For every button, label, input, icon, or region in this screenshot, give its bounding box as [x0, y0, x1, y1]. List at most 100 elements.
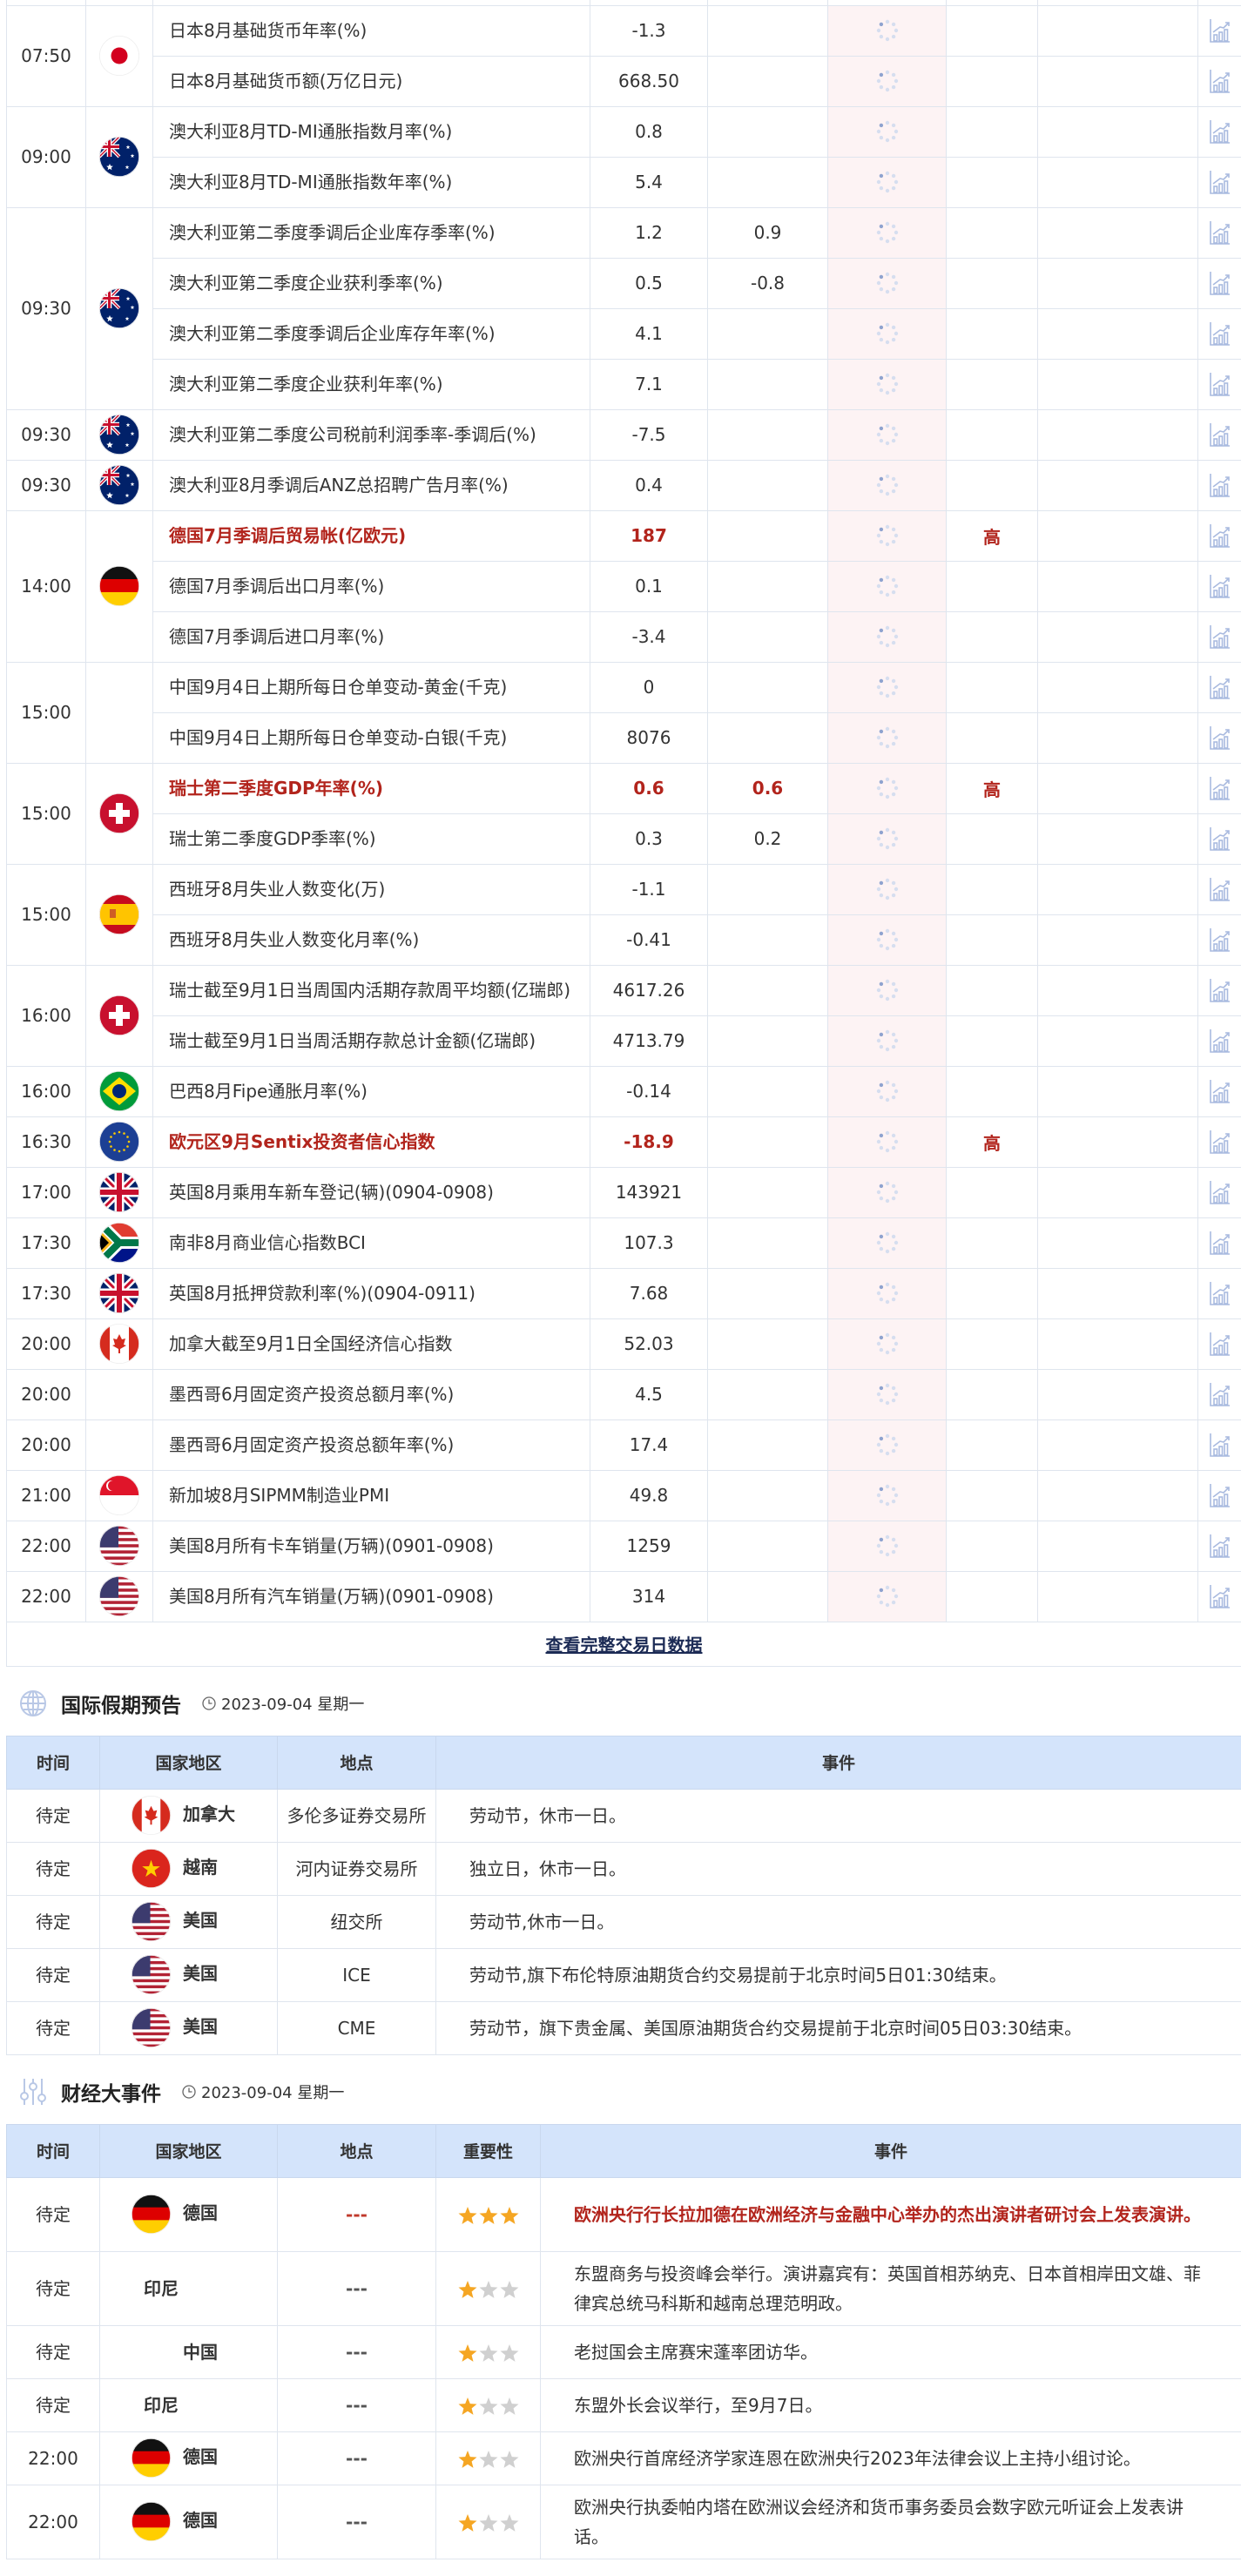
chart-button[interactable] [1197, 4, 1241, 57]
chart-button[interactable] [1197, 813, 1241, 865]
bar-chart-trend-icon[interactable] [1209, 1028, 1231, 1054]
bar-chart-trend-icon[interactable] [1209, 17, 1231, 44]
bar-chart-trend-icon[interactable] [1209, 219, 1231, 246]
chart-button[interactable] [1197, 1318, 1241, 1370]
calendar-row[interactable]: 澳大利亚8月TD-MI通胀指数年率(%) 5.4 [7, 156, 1241, 208]
calendar-row[interactable]: 17:00 英国8月乘用车新车登记(辆)(0904-0908) 143921 [6, 1166, 1241, 1218]
bar-chart-trend-icon[interactable] [1209, 674, 1231, 700]
chart-button[interactable] [1197, 307, 1241, 360]
chart-button[interactable] [1197, 257, 1241, 309]
bar-chart-trend-icon[interactable] [1209, 1381, 1231, 1407]
bar-chart-trend-icon[interactable] [1209, 118, 1231, 145]
bar-chart-trend-icon[interactable] [1209, 876, 1231, 902]
bar-chart-trend-icon[interactable] [1209, 1179, 1231, 1205]
chart-button[interactable] [1197, 964, 1241, 1016]
bar-chart-trend-icon[interactable] [1209, 270, 1231, 296]
chart-button[interactable] [1197, 1368, 1241, 1420]
view-all-link[interactable]: 查看完整交易日数据 [545, 1635, 703, 1656]
chart-button[interactable] [1197, 1217, 1241, 1269]
calendar-row[interactable]: 中国9月4日上期所每日仓单变动-白银(千克) 8076 [7, 711, 1241, 764]
bar-chart-trend-icon[interactable] [1209, 1533, 1231, 1559]
calendar-row[interactable]: 09:30 澳大利亚第二季度季调后企业库存季率(%) 1.2 0.9 [6, 206, 1241, 410]
calendar-row[interactable]: 德国7月季调后进口月率(%) -3.4 [7, 610, 1241, 663]
chart-button[interactable] [1197, 711, 1241, 764]
country-flag [85, 1419, 153, 1471]
chart-button[interactable] [1197, 206, 1241, 259]
chart-button[interactable] [1197, 1267, 1241, 1319]
calendar-row[interactable]: 16:00 巴西8月Fipe通胀月率(%) -0.14 [6, 1065, 1241, 1117]
chart-button[interactable] [1197, 1166, 1241, 1218]
bar-chart-trend-icon[interactable] [1209, 1331, 1231, 1357]
bar-chart-trend-icon[interactable] [1209, 68, 1231, 94]
bar-chart-trend-icon[interactable] [1209, 624, 1231, 650]
calendar-row[interactable]: 德国7月季调后出口月率(%) 0.1 [7, 560, 1241, 612]
calendar-row[interactable]: 20:00 加拿大截至9月1日全国经济信心指数 52.03 [6, 1318, 1241, 1370]
calendar-row[interactable]: 西班牙8月失业人数变化月率(%) -0.41 [7, 914, 1241, 966]
bar-chart-trend-icon[interactable] [1209, 320, 1231, 347]
chart-button[interactable] [1197, 1570, 1241, 1622]
chart-button[interactable] [1197, 408, 1241, 461]
chart-button[interactable] [1197, 661, 1241, 713]
bar-chart-trend-icon[interactable] [1209, 1280, 1231, 1306]
importance-stars [457, 2278, 520, 2299]
bar-chart-trend-icon[interactable] [1209, 977, 1231, 1003]
calendar-row[interactable]: 21:00 新加坡8月SIPMM制造业PMI 49.8 [6, 1469, 1241, 1521]
calendar-row[interactable]: 16:30 欧元区9月Sentix投资者信心指数 -18.9 高 [6, 1116, 1241, 1168]
chart-button[interactable] [1197, 156, 1241, 208]
chart-button[interactable] [1197, 358, 1241, 410]
calendar-row[interactable]: 15:00 瑞士第二季度GDP年率(%) 0.6 0.6 高 [6, 762, 1241, 865]
calendar-row[interactable]: 20:00 墨西哥6月固定资产投资总额月率(%) 4.5 [6, 1368, 1241, 1420]
chart-button[interactable] [1197, 105, 1241, 158]
calendar-row[interactable]: 15:00 西班牙8月失业人数变化(万) -1.1 [6, 863, 1241, 966]
chart-button[interactable] [1197, 459, 1241, 511]
bar-chart-trend-icon[interactable] [1209, 421, 1231, 448]
chart-button[interactable] [1197, 762, 1241, 814]
event-time: 待定 [6, 2377, 100, 2432]
chart-button[interactable] [1197, 1065, 1241, 1117]
chart-button[interactable] [1197, 1015, 1241, 1067]
calendar-row[interactable]: 22:00 美国8月所有汽车销量(万辆)(0901-0908) 314 [6, 1570, 1241, 1622]
calendar-row[interactable]: 20:00 墨西哥6月固定资产投资总额年率(%) 17.4 [6, 1419, 1241, 1471]
chart-button[interactable] [1197, 55, 1241, 107]
calendar-row[interactable]: 22:00 美国8月所有卡车销量(万辆)(0901-0908) 1259 [6, 1520, 1241, 1572]
bar-chart-trend-icon[interactable] [1209, 1432, 1231, 1458]
calendar-row[interactable]: 15:00 中国9月4日上期所每日仓单变动-黄金(千克) 0 [6, 661, 1241, 764]
calendar-row[interactable]: 瑞士第二季度GDP季率(%) 0.3 0.2 [7, 813, 1241, 865]
chart-button[interactable] [1197, 1469, 1241, 1521]
bar-chart-trend-icon[interactable] [1209, 371, 1231, 397]
chart-button[interactable] [1197, 1116, 1241, 1168]
bar-chart-trend-icon[interactable] [1209, 1482, 1231, 1508]
chart-button[interactable] [1197, 863, 1241, 915]
bar-chart-trend-icon[interactable] [1209, 472, 1231, 498]
chart-button[interactable] [1197, 509, 1241, 562]
calendar-row[interactable]: 瑞士截至9月1日当周活期存款总计金额(亿瑞郎) 4713.79 [7, 1015, 1241, 1067]
chart-button[interactable] [1197, 1419, 1241, 1471]
bar-chart-trend-icon[interactable] [1209, 1078, 1231, 1104]
calendar-row[interactable]: 09:30 澳大利亚8月季调后ANZ总招聘广告月率(%) 0.4 [6, 459, 1241, 511]
bar-chart-trend-icon[interactable] [1209, 169, 1231, 195]
chart-button[interactable] [1197, 610, 1241, 663]
bar-chart-trend-icon[interactable] [1209, 1583, 1231, 1609]
bar-chart-trend-icon[interactable] [1209, 1230, 1231, 1256]
calendar-row[interactable]: 07:50 日本8月基础货币年率(%) -1.3 [6, 4, 1241, 107]
bar-chart-trend-icon[interactable] [1209, 927, 1231, 953]
bar-chart-trend-icon[interactable] [1209, 523, 1231, 549]
calendar-row[interactable]: 09:00 澳大利亚8月TD-MI通胀指数月率(%) 0.8 [6, 105, 1241, 208]
bar-chart-trend-icon[interactable] [1209, 725, 1231, 751]
bar-chart-trend-icon[interactable] [1209, 1129, 1231, 1155]
bar-chart-trend-icon[interactable] [1209, 573, 1231, 599]
calendar-row[interactable]: 16:00 瑞士截至9月1日当周国内活期存款周平均额(亿瑞郎) 4617.26 [6, 964, 1241, 1067]
calendar-row[interactable]: 17:30 南非8月商业信心指数BCI 107.3 [6, 1217, 1241, 1269]
calendar-row[interactable]: 17:30 英国8月抵押贷款利率(%)(0904-0911) 7.68 [6, 1267, 1241, 1319]
chart-button[interactable] [1197, 560, 1241, 612]
calendar-row[interactable]: 澳大利亚第二季度季调后企业库存年率(%) 4.1 [7, 307, 1241, 360]
calendar-row[interactable]: 澳大利亚第二季度企业获利季率(%) 0.5 -0.8 [7, 257, 1241, 309]
calendar-row[interactable]: 09:30 澳大利亚第二季度公司税前利润季率-季调后(%) -7.5 [6, 408, 1241, 461]
calendar-row[interactable]: 澳大利亚第二季度企业获利年率(%) 7.1 [7, 358, 1241, 410]
bar-chart-trend-icon[interactable] [1209, 775, 1231, 801]
chart-button[interactable] [1197, 914, 1241, 966]
bar-chart-trend-icon[interactable] [1209, 826, 1231, 852]
chart-button[interactable] [1197, 1520, 1241, 1572]
calendar-row[interactable]: 日本8月基础货币额(万亿日元) 668.50 [7, 55, 1241, 107]
calendar-row[interactable]: 14:00 德国7月季调后贸易帐(亿欧元) 187 高 [6, 509, 1241, 663]
